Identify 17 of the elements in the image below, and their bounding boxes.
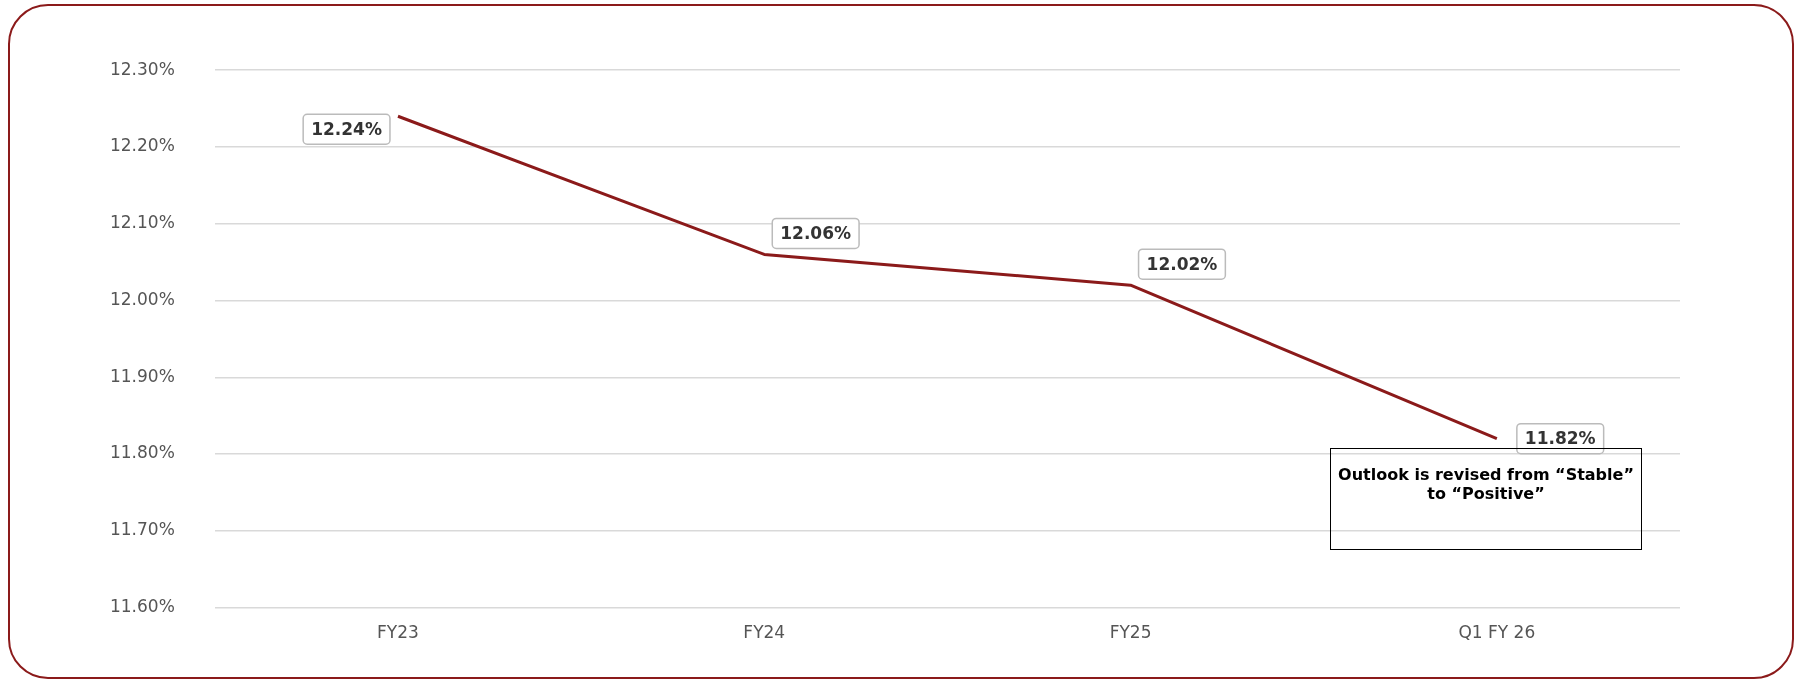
annotation: Outlook is revised from “Stable” to “Positive” [1330,448,1642,550]
y-tick-label: 11.80% [109,442,175,463]
data-label: 12.06% [780,222,852,243]
y-tick-label: 11.60% [109,596,175,617]
x-tick-label: FY25 [1109,622,1152,643]
x-tick-label: FY23 [377,622,419,643]
x-tick-label: Q1 FY 26 [1458,622,1536,643]
y-tick-label: 11.90% [109,365,175,386]
y-tick-label: 11.70% [109,519,175,540]
data-label: 11.82% [1524,428,1596,449]
y-tick-label: 12.30% [109,58,175,79]
data-label: 12.24% [311,118,382,139]
x-tick-label: FY24 [743,622,786,643]
y-tick-label: 12.10% [109,212,175,233]
data-label: 12.02% [1146,253,1218,274]
y-tick-label: 12.20% [109,135,175,156]
y-tick-label: 12.00% [109,288,175,309]
